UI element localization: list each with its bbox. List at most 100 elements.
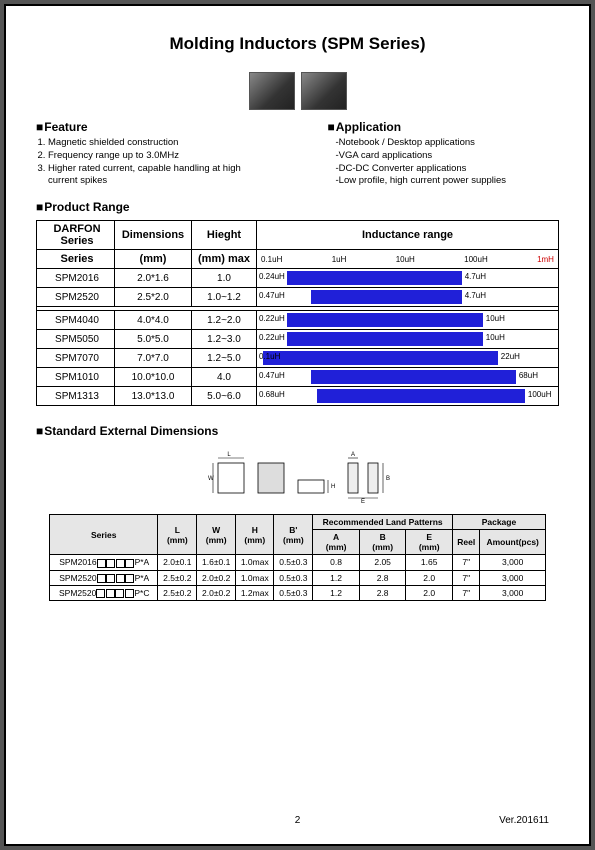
product-range-heading: Product Range xyxy=(36,200,559,214)
col-dimensions: Dimensions xyxy=(115,221,192,250)
range-bar-cell: 0.68uH100uH xyxy=(257,387,559,406)
col-land: Recommended Land Patterns xyxy=(313,515,453,530)
series-cell: SPM2016 xyxy=(37,269,115,288)
table-row: SPM2520P*C2.5±0.22.0±0.21.2max0.5±0.31.2… xyxy=(50,585,546,600)
range-max-label: 4.7uH xyxy=(465,291,486,300)
dimension-cell: 2.5*2.0 xyxy=(115,288,192,307)
range-bar-cell: 0.22uH 10uH xyxy=(257,311,559,330)
series-cell: SPM5050 xyxy=(37,330,115,349)
height-cell: 5.0~6.0 xyxy=(192,387,257,406)
reel-cell: 7" xyxy=(452,570,479,585)
range-bar xyxy=(287,332,483,346)
series-cell: SPM1010 xyxy=(37,368,115,387)
dimension-cell: 7.0*7.0 xyxy=(115,349,192,368)
table-row: SPM25202.5*2.01.0~1.20.47uH4.7uH xyxy=(37,288,559,307)
footer: 2 Ver.201611 xyxy=(6,815,589,826)
reel-cell: 7" xyxy=(452,555,479,570)
range-bar xyxy=(311,290,462,304)
col-package: Package xyxy=(452,515,545,530)
range-ticks: 0.1uH 1uH 10uH 100uH 1mH xyxy=(257,250,559,269)
table-subheader-row: Series (mm) (mm) max 0.1uH 1uH 10uH 100u… xyxy=(37,250,559,269)
range-max-label: 10uH xyxy=(486,314,505,323)
inductor-image xyxy=(301,72,347,110)
w-cell: 1.6±0.1 xyxy=(197,555,236,570)
std-dims-table: Series L(mm) W(mm) H(mm) B'(mm) Recommen… xyxy=(49,514,546,601)
dimension-cell: 2.0*1.6 xyxy=(115,269,192,288)
range-bar-cell: 0.22uH10uH xyxy=(257,330,559,349)
svg-text:W: W xyxy=(208,476,214,482)
dimension-cell: 4.0*4.0 xyxy=(115,311,192,330)
series-cell: SPM7070 xyxy=(37,349,115,368)
amount-cell: 3,000 xyxy=(480,585,545,600)
series-cell: SPM2520P*C xyxy=(50,585,158,600)
range-min-label: 0.1uH xyxy=(259,352,280,361)
feature-item: Magnetic shielded construction xyxy=(48,137,268,150)
h-cell: 1.2max xyxy=(236,585,274,600)
page: Molding Inductors (SPM Series) Feature M… xyxy=(4,4,591,846)
feature-list: Magnetic shielded construction Frequency… xyxy=(48,137,268,188)
dimension-cell: 13.0*13.0 xyxy=(115,387,192,406)
table-row: SPM131313.0*13.05.0~6.00.68uH100uH xyxy=(37,387,559,406)
dimension-cell: 5.0*5.0 xyxy=(115,330,192,349)
svg-text:B: B xyxy=(386,476,390,482)
range-bar xyxy=(311,370,516,384)
feature-item: Frequency range up to 3.0MHz xyxy=(48,150,268,163)
table-row: SPM101010.0*10.04.00.47uH68uH xyxy=(37,368,559,387)
application-item: -Low profile, high current power supplie… xyxy=(336,175,560,188)
col-reel: Reel xyxy=(452,530,479,555)
range-bar-cell: 0.47uH 4.7uH xyxy=(257,288,559,307)
height-cell: 1.0 xyxy=(192,269,257,288)
svg-text:E: E xyxy=(361,499,365,503)
dimension-cell: 10.0*10.0 xyxy=(115,368,192,387)
product-images xyxy=(36,72,559,110)
product-range-table: DARFON Series Dimensions Hieght Inductan… xyxy=(36,220,559,406)
h-cell: 1.0max xyxy=(236,570,274,585)
height-cell: 1.2~3.0 xyxy=(192,330,257,349)
col-a: A(mm) xyxy=(313,530,360,555)
col-b: B(mm) xyxy=(359,530,406,555)
range-bar xyxy=(317,389,525,403)
w-cell: 2.0±0.2 xyxy=(197,570,236,585)
amount-cell: 3,000 xyxy=(480,570,545,585)
application-block: Application -Notebook / Desktop applicat… xyxy=(328,120,560,188)
e-cell: 2.0 xyxy=(406,570,453,585)
bp-cell: 0.5±0.3 xyxy=(274,555,313,570)
application-item: -VGA card applications xyxy=(336,150,560,163)
range-bar xyxy=(287,313,483,327)
col-height: Hieght xyxy=(192,221,257,250)
a-cell: 0.8 xyxy=(313,555,360,570)
table-row: SPM40404.0*4.01.2~2.00.22uH10uH xyxy=(37,311,559,330)
tick: 100uH xyxy=(464,255,488,264)
col-e: E(mm) xyxy=(406,530,453,555)
range-max-label: 68uH xyxy=(519,371,538,380)
range-min-label: 0.22uH xyxy=(259,314,285,323)
w-cell: 2.0±0.2 xyxy=(197,585,236,600)
table-row: SPM2520P*A2.5±0.22.0±0.21.0max0.5±0.31.2… xyxy=(50,570,546,585)
col-series: DARFON Series xyxy=(37,221,115,250)
range-bar-cell: 0.24uH4.7uH xyxy=(257,269,559,288)
bp-cell: 0.5±0.3 xyxy=(274,585,313,600)
range-max-label: 22uH xyxy=(501,352,520,361)
range-min-label: 0.22uH xyxy=(259,333,285,342)
table-header-row: DARFON Series Dimensions Hieght Inductan… xyxy=(37,221,559,250)
height-cell: 4.0 xyxy=(192,368,257,387)
col-inductance-range: Inductance range xyxy=(257,221,559,250)
col-h: H(mm) xyxy=(236,515,274,555)
series-cell: SPM2520P*A xyxy=(50,570,158,585)
a-cell: 1.2 xyxy=(313,570,360,585)
e-cell: 1.65 xyxy=(406,555,453,570)
height-cell: 1.2~5.0 xyxy=(192,349,257,368)
range-min-label: 0.47uH xyxy=(259,291,285,300)
tick: 10uH xyxy=(396,255,415,264)
b-cell: 2.8 xyxy=(359,585,406,600)
l-cell: 2.5±0.2 xyxy=(158,585,197,600)
feature-application-row: Feature Magnetic shielded construction F… xyxy=(36,120,559,188)
tick: 0.1uH xyxy=(261,255,282,264)
application-item: -Notebook / Desktop applications xyxy=(336,137,560,150)
feature-item: Higher rated current, capable handling a… xyxy=(48,163,268,189)
version-label: Ver.201611 xyxy=(499,815,549,826)
table-row: SPM20162.0*1.61.00.24uH4.7uH xyxy=(37,269,559,288)
table-header-row: Series L(mm) W(mm) H(mm) B'(mm) Recommen… xyxy=(50,515,546,530)
a-cell: 1.2 xyxy=(313,585,360,600)
svg-text:A: A xyxy=(351,452,355,458)
